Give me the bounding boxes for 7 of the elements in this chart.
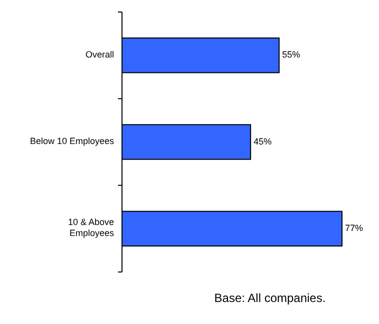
text: Base: All companies.: [214, 291, 326, 305]
data-label: 55%: [282, 50, 300, 60]
data-label: 77%: [345, 223, 364, 234]
y-tick-label: Below 10 Employees: [30, 136, 114, 146]
y-tick-label: Overall: [85, 50, 114, 60]
y-tick-label: 10 & Above Employees: [68, 218, 114, 239]
data-label: 45%: [254, 136, 272, 146]
